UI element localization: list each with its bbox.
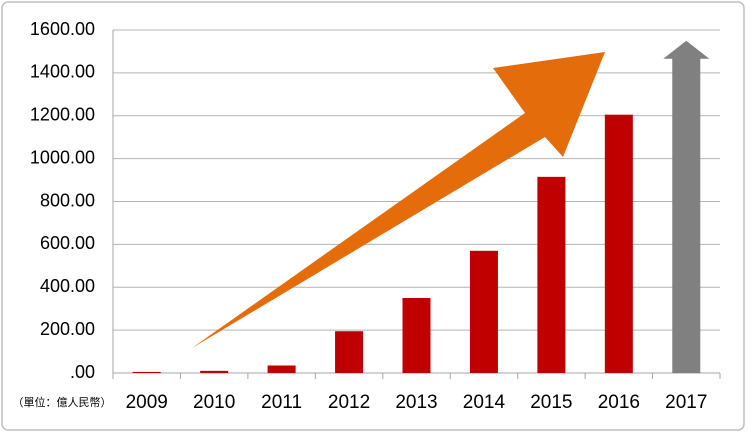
- y-tick-label: 200.00: [40, 319, 95, 339]
- x-tick-label: 2014: [463, 392, 506, 413]
- bar: [335, 331, 364, 373]
- trend-arrow: [192, 52, 605, 348]
- bar: [267, 365, 296, 373]
- x-tick-label: 2013: [395, 392, 437, 413]
- y-tick-label: 400.00: [40, 276, 95, 296]
- bar: [537, 176, 566, 373]
- unit-label: （單位：億人民幣）: [13, 395, 112, 409]
- y-tick-label: 1600.00: [30, 19, 95, 39]
- x-tick-label: 2010: [193, 392, 235, 413]
- x-tick-label: 2009: [126, 392, 168, 413]
- y-tick-label: 1000.00: [30, 147, 95, 167]
- y-tick-label: 600.00: [40, 233, 95, 253]
- x-tick-label: 2015: [530, 392, 572, 413]
- y-tick-label: .00: [70, 362, 95, 382]
- y-tick-label: 1200.00: [30, 105, 95, 125]
- bar: [402, 297, 431, 373]
- bar: [604, 114, 633, 373]
- y-tick-label: 1400.00: [30, 62, 95, 82]
- x-tick-label: 2016: [598, 392, 640, 413]
- bar: [200, 370, 229, 373]
- x-tick-label: 2011: [261, 392, 302, 413]
- bar-arrow: [663, 40, 710, 373]
- y-tick-label: 800.00: [40, 190, 95, 210]
- x-tick-label: 2017: [665, 392, 707, 413]
- x-tick-label: 2012: [328, 392, 370, 413]
- bar: [132, 371, 161, 373]
- bar: [469, 250, 498, 373]
- marks: [132, 40, 710, 373]
